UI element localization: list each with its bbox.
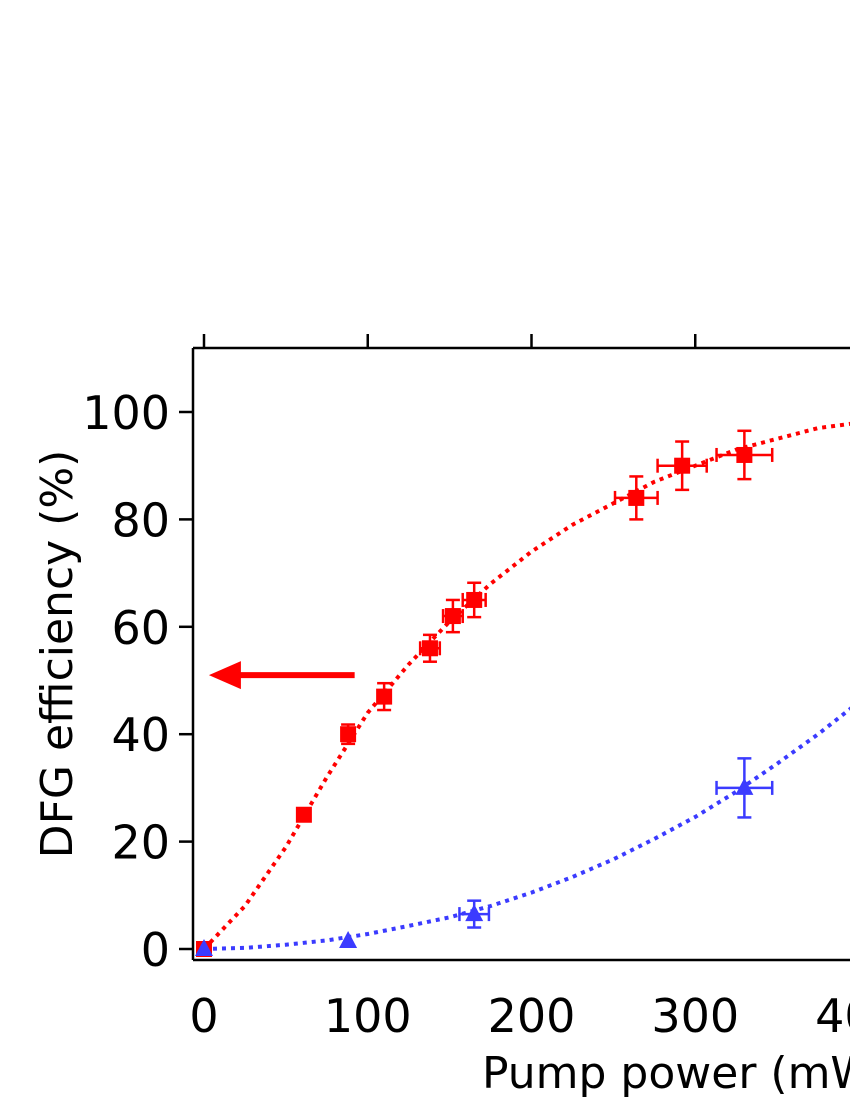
y-tick-label: 60 (111, 601, 170, 655)
x-tick-label: 400 (815, 989, 850, 1043)
square-marker (376, 688, 393, 705)
fit-curves (202, 421, 850, 951)
axes (179, 334, 850, 962)
y-tick-label: 40 (111, 708, 170, 762)
triangle-marker (339, 930, 358, 948)
square-marker (421, 640, 438, 657)
x-tick-label: 100 (324, 989, 412, 1043)
y-tick-label: 100 (82, 386, 170, 440)
square-marker (444, 608, 461, 625)
y-tick-label: 0 (141, 923, 170, 977)
arrow-head (208, 661, 241, 690)
x-tick-label: 300 (651, 989, 739, 1043)
data-markers (195, 446, 754, 957)
square-marker (736, 446, 753, 463)
annotations (208, 661, 355, 690)
y-axis-label: DFG efficiency (%) (32, 450, 83, 859)
triangle-marker (735, 777, 754, 795)
square-marker (628, 489, 645, 506)
y-tick-label: 20 (111, 816, 170, 870)
square-marker (340, 726, 357, 743)
triangle-marker (465, 904, 484, 922)
square-marker (466, 591, 483, 608)
triangle-marker (195, 939, 213, 956)
square-marker (674, 457, 691, 474)
square-marker (295, 806, 312, 823)
x-tick-label: 0 (189, 989, 218, 1043)
x-axis-label: Pump power (mW) (482, 1048, 850, 1099)
fit-line-1 (203, 706, 850, 951)
y-tick-label: 80 (111, 493, 170, 547)
tick-labels: 0 100 200 300 400 0 20 40 60 80 100 (82, 386, 850, 1043)
error-bars (341, 429, 774, 929)
x-tick-label: 200 (488, 989, 576, 1043)
fit-line-0 (202, 421, 850, 951)
